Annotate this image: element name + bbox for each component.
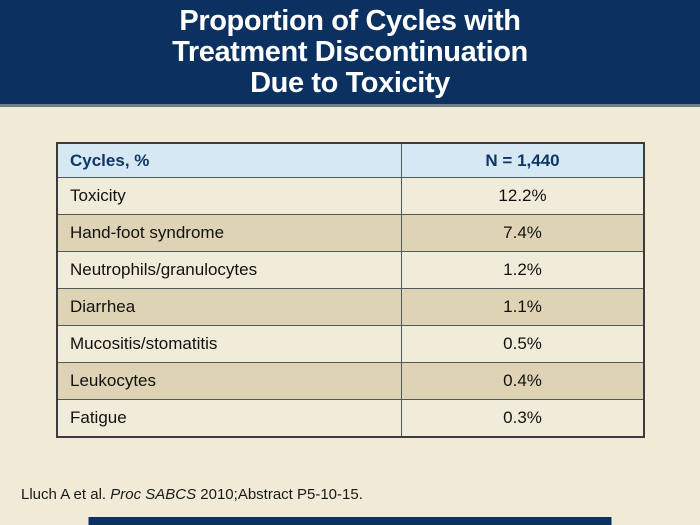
row-value: 0.3% — [401, 399, 645, 438]
table-row: Toxicity 12.2% — [56, 177, 645, 215]
row-value: 1.1% — [401, 288, 645, 326]
table-row: Leukocytes 0.4% — [56, 362, 645, 400]
row-label: Leukocytes — [56, 362, 403, 400]
row-label: Mucositis/stomatitis — [56, 325, 403, 363]
citation-journal: Proc SABCS — [110, 486, 197, 503]
toxicity-table: Cycles, % N = 1,440 Toxicity 12.2% Hand-… — [56, 142, 645, 438]
row-label: Fatigue — [56, 399, 403, 438]
row-label: Diarrhea — [56, 288, 403, 326]
row-label: Neutrophils/granulocytes — [56, 251, 403, 289]
citation-reference: 2010;Abstract P5-10-15. — [196, 486, 363, 503]
slide-footer-bar — [88, 517, 612, 525]
header-cell-n: N = 1,440 — [401, 142, 645, 178]
row-value: 0.5% — [401, 325, 645, 363]
table-row: Diarrhea 1.1% — [56, 288, 645, 326]
header-cell-cycles: Cycles, % — [56, 142, 403, 178]
row-label: Hand-foot syndrome — [56, 214, 403, 252]
citation: Lluch A et al. Proc SABCS 2010;Abstract … — [21, 486, 363, 503]
row-label: Toxicity — [56, 177, 403, 215]
toxicity-table-wrapper: Cycles, % N = 1,440 Toxicity 12.2% Hand-… — [56, 142, 645, 438]
row-value: 7.4% — [401, 214, 645, 252]
page-title-line-1: Proportion of Cycles with — [179, 5, 521, 37]
row-value: 0.4% — [401, 362, 645, 400]
table-row: Fatigue 0.3% — [56, 399, 645, 438]
title-band: Proportion of Cycles with Treatment Disc… — [0, 0, 700, 107]
table-row: Neutrophils/granulocytes 1.2% — [56, 251, 645, 289]
table-row: Mucositis/stomatitis 0.5% — [56, 325, 645, 363]
page-title-line-3: Due to Toxicity — [250, 67, 450, 99]
page-title-line-2: Treatment Discontinuation — [172, 36, 528, 68]
citation-authors: Lluch A et al. — [21, 486, 111, 503]
row-value: 1.2% — [401, 251, 645, 289]
table-row: Hand-foot syndrome 7.4% — [56, 214, 645, 252]
table-header-row: Cycles, % N = 1,440 — [56, 142, 645, 178]
row-value: 12.2% — [401, 177, 645, 215]
